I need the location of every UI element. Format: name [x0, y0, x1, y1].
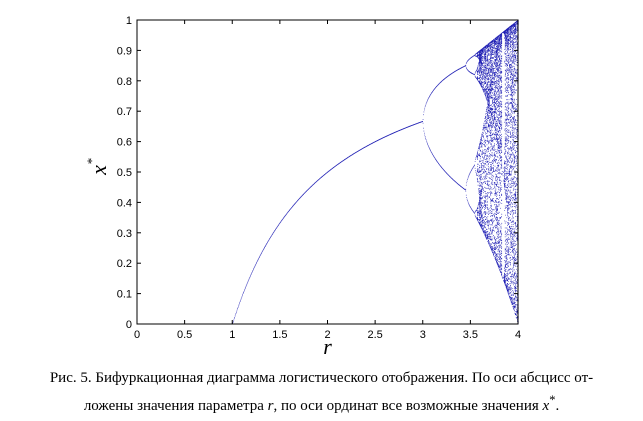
x-tick-label: 3 [420, 329, 426, 341]
y-tick-label: 0.3 [117, 228, 132, 240]
y-tick-label: 0.2 [117, 258, 132, 270]
y-tick-label: 0.8 [117, 76, 132, 88]
y-tick-label: 0.6 [117, 137, 132, 149]
y-tick-label: 1 [126, 15, 132, 27]
y-tick-label: 0.5 [117, 167, 132, 179]
x-tick-label: 2.5 [367, 329, 382, 341]
figure-caption: Рис. 5. Бифуркационная диаграмма логисти… [12, 367, 631, 417]
caption-line-2: ложены значения параметра r, по оси орди… [12, 389, 631, 417]
y-axis-label: x [86, 165, 111, 176]
x-axis-ticks: 0 0.5 1 1.5 2 2.5 3 3.5 4 [134, 20, 521, 341]
x-tick-label: 1.5 [272, 329, 287, 341]
caption-text-b: , по оси ординат все возможные значения [273, 398, 543, 414]
x-tick-label: 4 [515, 329, 521, 341]
y-tick-label: 0.7 [117, 106, 132, 118]
caption-var-x: x [542, 398, 550, 414]
x-tick-label: 2 [324, 329, 330, 341]
x-tick-label: 3.5 [463, 329, 478, 341]
caption-line-1: Рис. 5. Бифуркационная диаграмма логисти… [49, 370, 594, 386]
y-axis-label-superscript: * [84, 158, 99, 165]
x-axis-label: r [323, 334, 332, 359]
x-tick-label: 0 [134, 329, 140, 341]
y-tick-label: 0 [126, 319, 132, 331]
x-tick-label: 1 [229, 329, 235, 341]
y-axis-label-group: x * [84, 158, 111, 176]
caption-sup: * [549, 393, 556, 407]
x-tick-label: 0.5 [177, 329, 192, 341]
bifurcation-series [137, 19, 519, 325]
caption-text-a: ложены значения параметра [83, 398, 268, 414]
y-axis-ticks: 0 0.1 0.2 0.3 0.4 0.5 0.6 0.7 0.8 0.9 1 [117, 15, 518, 331]
caption-end: . [555, 398, 560, 414]
y-tick-label: 0.9 [117, 45, 132, 57]
y-tick-label: 0.1 [117, 289, 132, 301]
bifurcation-points [137, 19, 519, 325]
caption-var-r: r [267, 398, 274, 414]
y-tick-label: 0.4 [117, 197, 132, 209]
